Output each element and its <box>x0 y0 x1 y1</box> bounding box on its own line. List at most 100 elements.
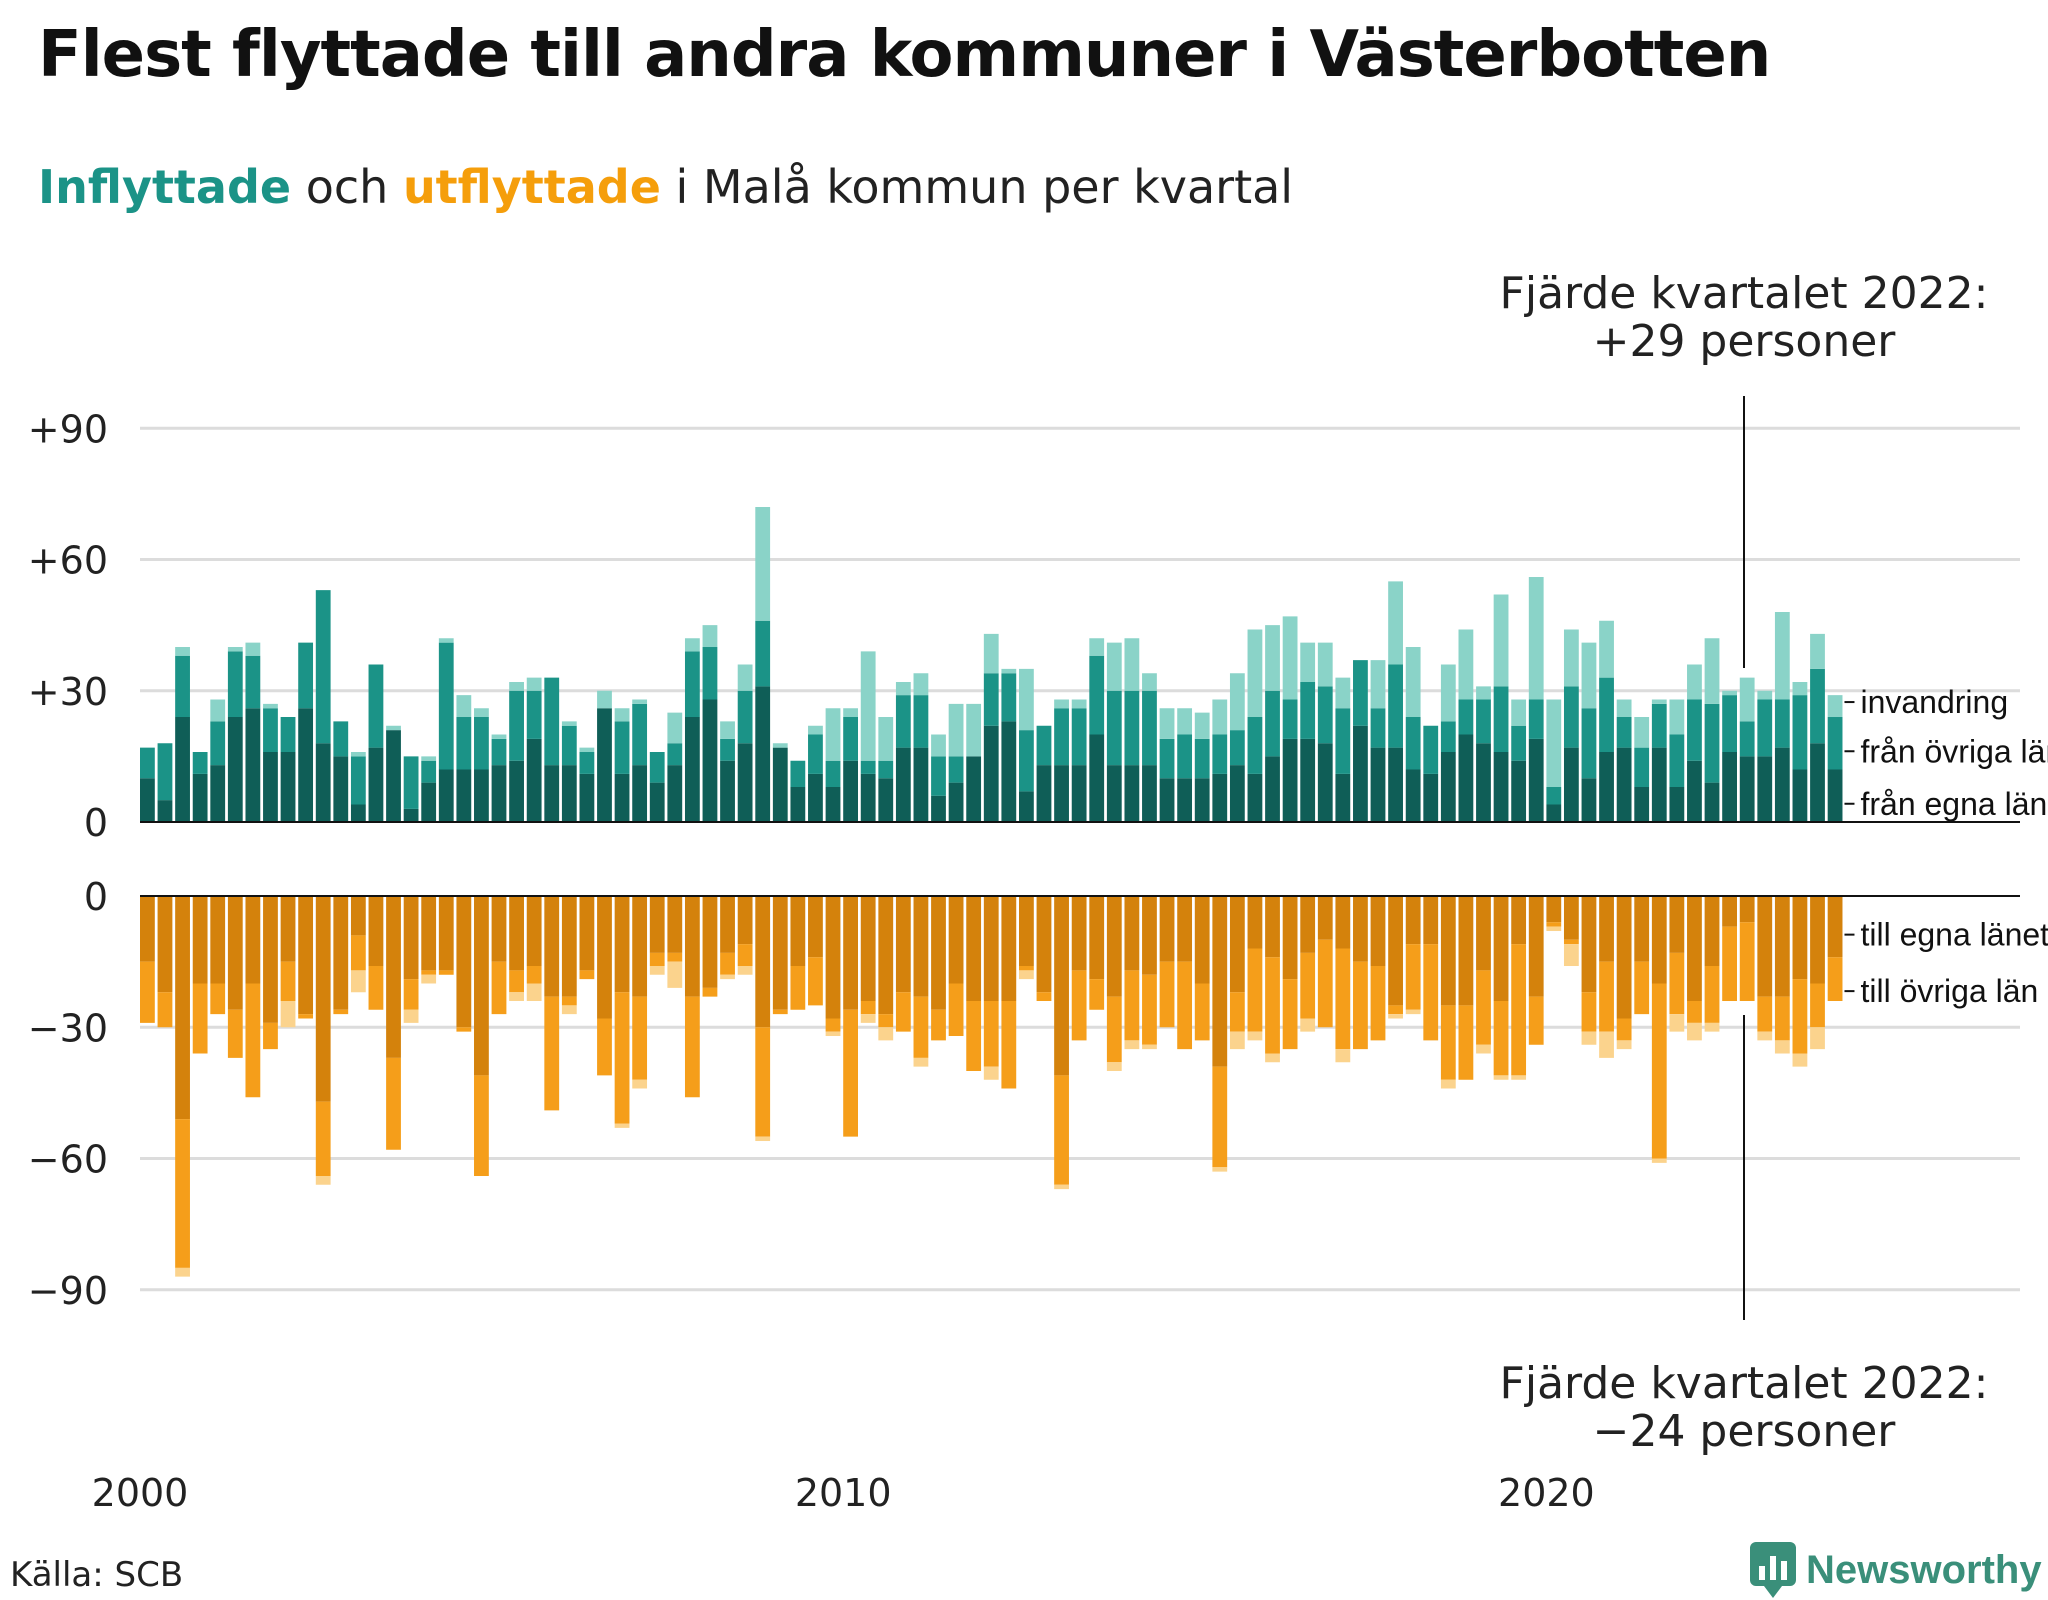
bar-in-immigration <box>667 712 683 744</box>
bar-in-own-county <box>1071 765 1087 823</box>
bar-in-other-counties <box>1792 695 1808 770</box>
bar-out-own-county <box>614 896 630 993</box>
bar-out-own-county <box>1810 896 1825 984</box>
bar-in-own-county <box>808 773 823 823</box>
bar-out-emigration <box>614 1123 630 1128</box>
bar-in-immigration <box>1546 699 1562 787</box>
bar-out-emigration <box>1792 1053 1808 1067</box>
bar-out-other-counties <box>227 1009 243 1058</box>
bar-out-own-county <box>1265 896 1280 958</box>
bar-out-other-counties <box>350 935 366 971</box>
bar-in-other-counties <box>1546 787 1562 805</box>
bar-out-own-county <box>1335 896 1351 949</box>
bar-out-own-county <box>456 896 472 1028</box>
bar-in-other-counties <box>1827 717 1843 770</box>
bar-in-own-county <box>1581 778 1597 822</box>
bar-out-other-counties <box>1722 926 1737 1002</box>
bar-out-emigration <box>1581 1031 1597 1045</box>
bar-out-emigration <box>860 1014 876 1023</box>
bar-in-immigration <box>1106 642 1122 691</box>
bar-in-own-county <box>1177 778 1193 822</box>
bar-in-other-counties <box>913 695 929 748</box>
bar-in-own-county <box>245 708 261 822</box>
bar-in-other-counties <box>1388 664 1403 748</box>
bar-out-own-county <box>1229 896 1245 993</box>
bar-out-emigration <box>1229 1031 1245 1050</box>
bar-out-own-county <box>1106 896 1122 997</box>
bar-out-own-county <box>1528 896 1544 997</box>
bar-out-other-counties <box>790 966 806 1010</box>
bar-in-own-county <box>1229 765 1245 823</box>
bar-in-immigration <box>755 507 771 621</box>
bar-out-own-county <box>544 896 560 997</box>
bar-in-immigration <box>509 682 524 691</box>
bar-in-immigration <box>1792 682 1808 696</box>
bar-in-immigration <box>702 625 718 648</box>
bar-in-other-counties <box>1739 721 1755 757</box>
bar-in-own-county <box>931 795 946 822</box>
bar-out-emigration <box>1142 1044 1157 1050</box>
bar-out-own-county <box>1247 896 1263 949</box>
bar-in-own-county <box>1142 765 1157 823</box>
bar-out-other-counties <box>843 1009 858 1137</box>
bar-in-own-county <box>1353 725 1368 822</box>
bar-in-other-counties <box>1124 690 1140 766</box>
bar-in-immigration <box>1317 642 1333 687</box>
bar-in-immigration <box>1563 629 1579 687</box>
bar-in-own-county <box>1704 782 1720 823</box>
bar-out-other-counties <box>438 970 454 975</box>
bar-out-own-county <box>157 896 173 993</box>
bar-in-own-county <box>1423 773 1439 823</box>
bar-out-emigration <box>720 974 735 980</box>
bar-in-other-counties <box>350 756 366 805</box>
y-tick-label: −90 <box>28 1269 108 1313</box>
bar-out-own-county <box>1616 896 1632 1019</box>
bar-out-other-counties <box>1546 922 1562 927</box>
bar-out-own-county <box>263 896 278 1023</box>
bar-in-other-counties <box>878 760 894 779</box>
bar-out-other-counties <box>140 961 155 1023</box>
y-tick-label: 0 <box>84 875 108 919</box>
y-tick-label: 0 <box>84 801 108 845</box>
bar-in-other-counties <box>315 590 331 744</box>
bar-out-other-counties <box>1458 1005 1474 1080</box>
bar-out-own-county <box>1581 896 1597 993</box>
bar-in-own-county <box>913 747 929 823</box>
y-tick-label: +90 <box>28 407 108 451</box>
bar-out-emigration <box>1124 1040 1140 1050</box>
bar-in-immigration <box>1071 699 1087 709</box>
inflow-bars <box>140 507 1843 823</box>
bar-in-immigration <box>931 734 946 757</box>
bar-in-other-counties <box>737 690 753 744</box>
bar-out-own-county <box>1599 896 1614 962</box>
bar-in-own-county <box>1265 756 1280 823</box>
bar-out-other-counties <box>1476 970 1491 1045</box>
y-tick-label: +60 <box>28 539 108 583</box>
bar-out-emigration <box>1810 1027 1825 1050</box>
bar-in-other-counties <box>491 738 507 766</box>
bar-out-emigration <box>1563 944 1579 967</box>
bar-in-immigration <box>1669 699 1685 735</box>
bar-in-own-county <box>491 765 507 823</box>
bar-out-other-counties <box>1247 948 1263 1032</box>
bar-in-immigration <box>1599 620 1614 678</box>
bar-out-other-counties <box>1071 970 1087 1041</box>
bar-out-other-counties <box>1106 996 1122 1063</box>
bar-out-emigration <box>1616 1040 1632 1050</box>
bar-in-immigration <box>1458 629 1474 700</box>
bar-out-emigration <box>403 1009 419 1023</box>
bar-in-immigration <box>1054 699 1069 709</box>
bar-in-own-county <box>632 765 648 823</box>
bar-out-emigration <box>1669 1014 1685 1032</box>
bar-out-own-county <box>192 896 208 984</box>
bar-in-own-county <box>386 730 401 823</box>
bar-in-other-counties <box>667 743 683 766</box>
bar-in-other-counties <box>456 717 472 770</box>
bar-out-other-counties <box>808 957 823 1006</box>
bar-in-other-counties <box>438 642 454 770</box>
bar-out-emigration <box>1405 1009 1421 1015</box>
bar-out-other-counties <box>245 983 261 1098</box>
bar-out-own-county <box>350 896 366 936</box>
bar-in-other-counties <box>1142 690 1157 766</box>
bar-out-other-counties <box>1177 961 1193 1050</box>
